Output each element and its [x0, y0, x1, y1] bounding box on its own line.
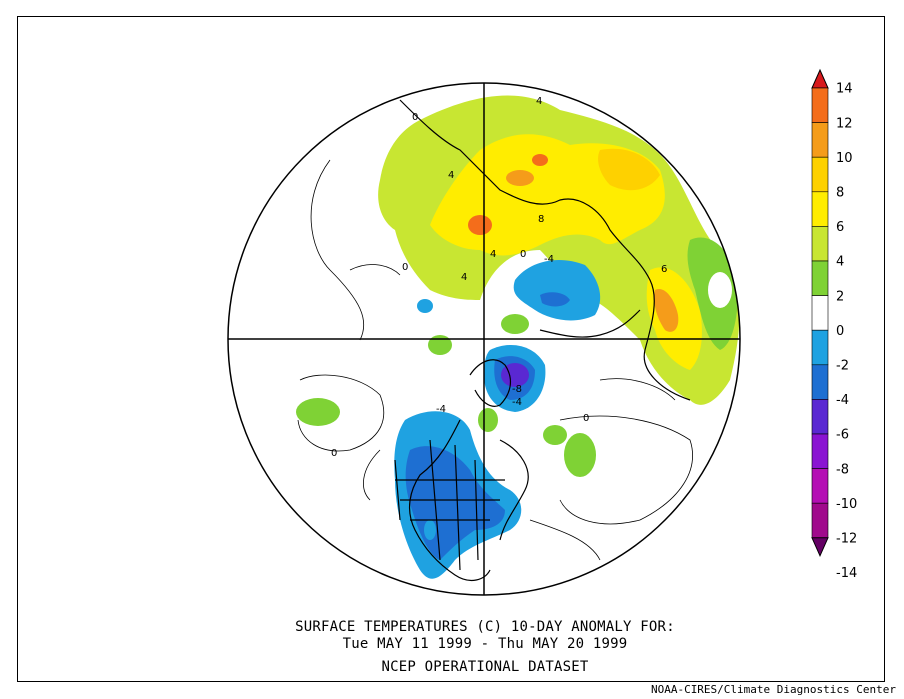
- contour-label: 0: [583, 413, 589, 424]
- colorbar-label: 0: [836, 324, 844, 339]
- colorbar-label: 4: [836, 255, 844, 270]
- contour-label: 0: [520, 249, 526, 260]
- colorbar-label: -14: [836, 566, 857, 581]
- colorbar-label: 10: [836, 151, 853, 166]
- contour-label: 4: [536, 96, 542, 107]
- colorbar: 14 12 10 8 6 4 2 0 -2 -4 -6 -8 -10 -12 -14: [811, 68, 857, 581]
- colorbar-label: -6: [836, 428, 849, 443]
- coastlines: [394, 99, 691, 582]
- colorbar-label: -10: [836, 497, 857, 512]
- contour-label: 4: [490, 249, 496, 260]
- colorbar-swatch: [811, 468, 829, 504]
- contour-label: -8: [512, 384, 522, 395]
- colorbar-swatch: [811, 364, 829, 400]
- colorbar-swatch: [811, 433, 829, 469]
- colorbar-label: -4: [836, 393, 849, 408]
- colorbar-swatch: [811, 191, 829, 227]
- colorbar-swatch: [811, 260, 829, 296]
- contour-label: 0: [331, 448, 337, 459]
- caption-dates: Tue MAY 11 1999 - Thu MAY 20 1999: [342, 636, 628, 652]
- caption-title: SURFACE TEMPERATURES (C) 10-DAY ANOMALY …: [295, 619, 675, 635]
- contour-label: 4: [461, 272, 467, 283]
- colorbar-top-arrow: [811, 68, 829, 89]
- colorbar-label: -8: [836, 462, 849, 477]
- contour-lines: [297, 159, 693, 561]
- contour-label: 4: [448, 170, 454, 181]
- contour-label: 6: [661, 264, 667, 275]
- colorbar-label: 8: [836, 186, 844, 201]
- plot-frame: [17, 16, 885, 682]
- contour-label: 0: [412, 112, 418, 123]
- colorbar-swatch: [811, 122, 829, 158]
- contour-label: -4: [512, 397, 522, 408]
- colorbar-swatch: [811, 226, 829, 262]
- colorbar-label: 6: [836, 220, 844, 235]
- cold-region-siberia: [513, 260, 601, 321]
- contour-label: 0: [402, 262, 408, 273]
- colorbar-label: 2: [836, 289, 844, 304]
- colorbar-swatch: [811, 156, 829, 193]
- contour-label: 8: [538, 214, 544, 225]
- colorbar-bottom-arrow: [811, 537, 829, 558]
- colorbar-swatch: [811, 502, 829, 539]
- contour-label: -4: [436, 404, 446, 415]
- colorbar-label: -2: [836, 359, 849, 374]
- colorbar-swatch: [811, 329, 829, 366]
- colorbar-swatch: [811, 295, 829, 331]
- colorbar-label: 12: [836, 116, 853, 131]
- colorbar-label: 14: [836, 82, 853, 97]
- contour-label: -4: [544, 254, 554, 265]
- colorbar-label: -12: [836, 532, 857, 547]
- colorbar-swatch: [811, 399, 829, 435]
- caption-dataset: NCEP OPERATIONAL DATASET: [381, 659, 589, 675]
- contour-labels: 0 4 4 8 4 6 -4 0 -8 -4 -4 0 0 4 0: [331, 96, 667, 459]
- colorbar-swatch: [811, 87, 829, 123]
- credit-line: NOAA-CIRES/Climate Diagnostics Center: [650, 683, 896, 696]
